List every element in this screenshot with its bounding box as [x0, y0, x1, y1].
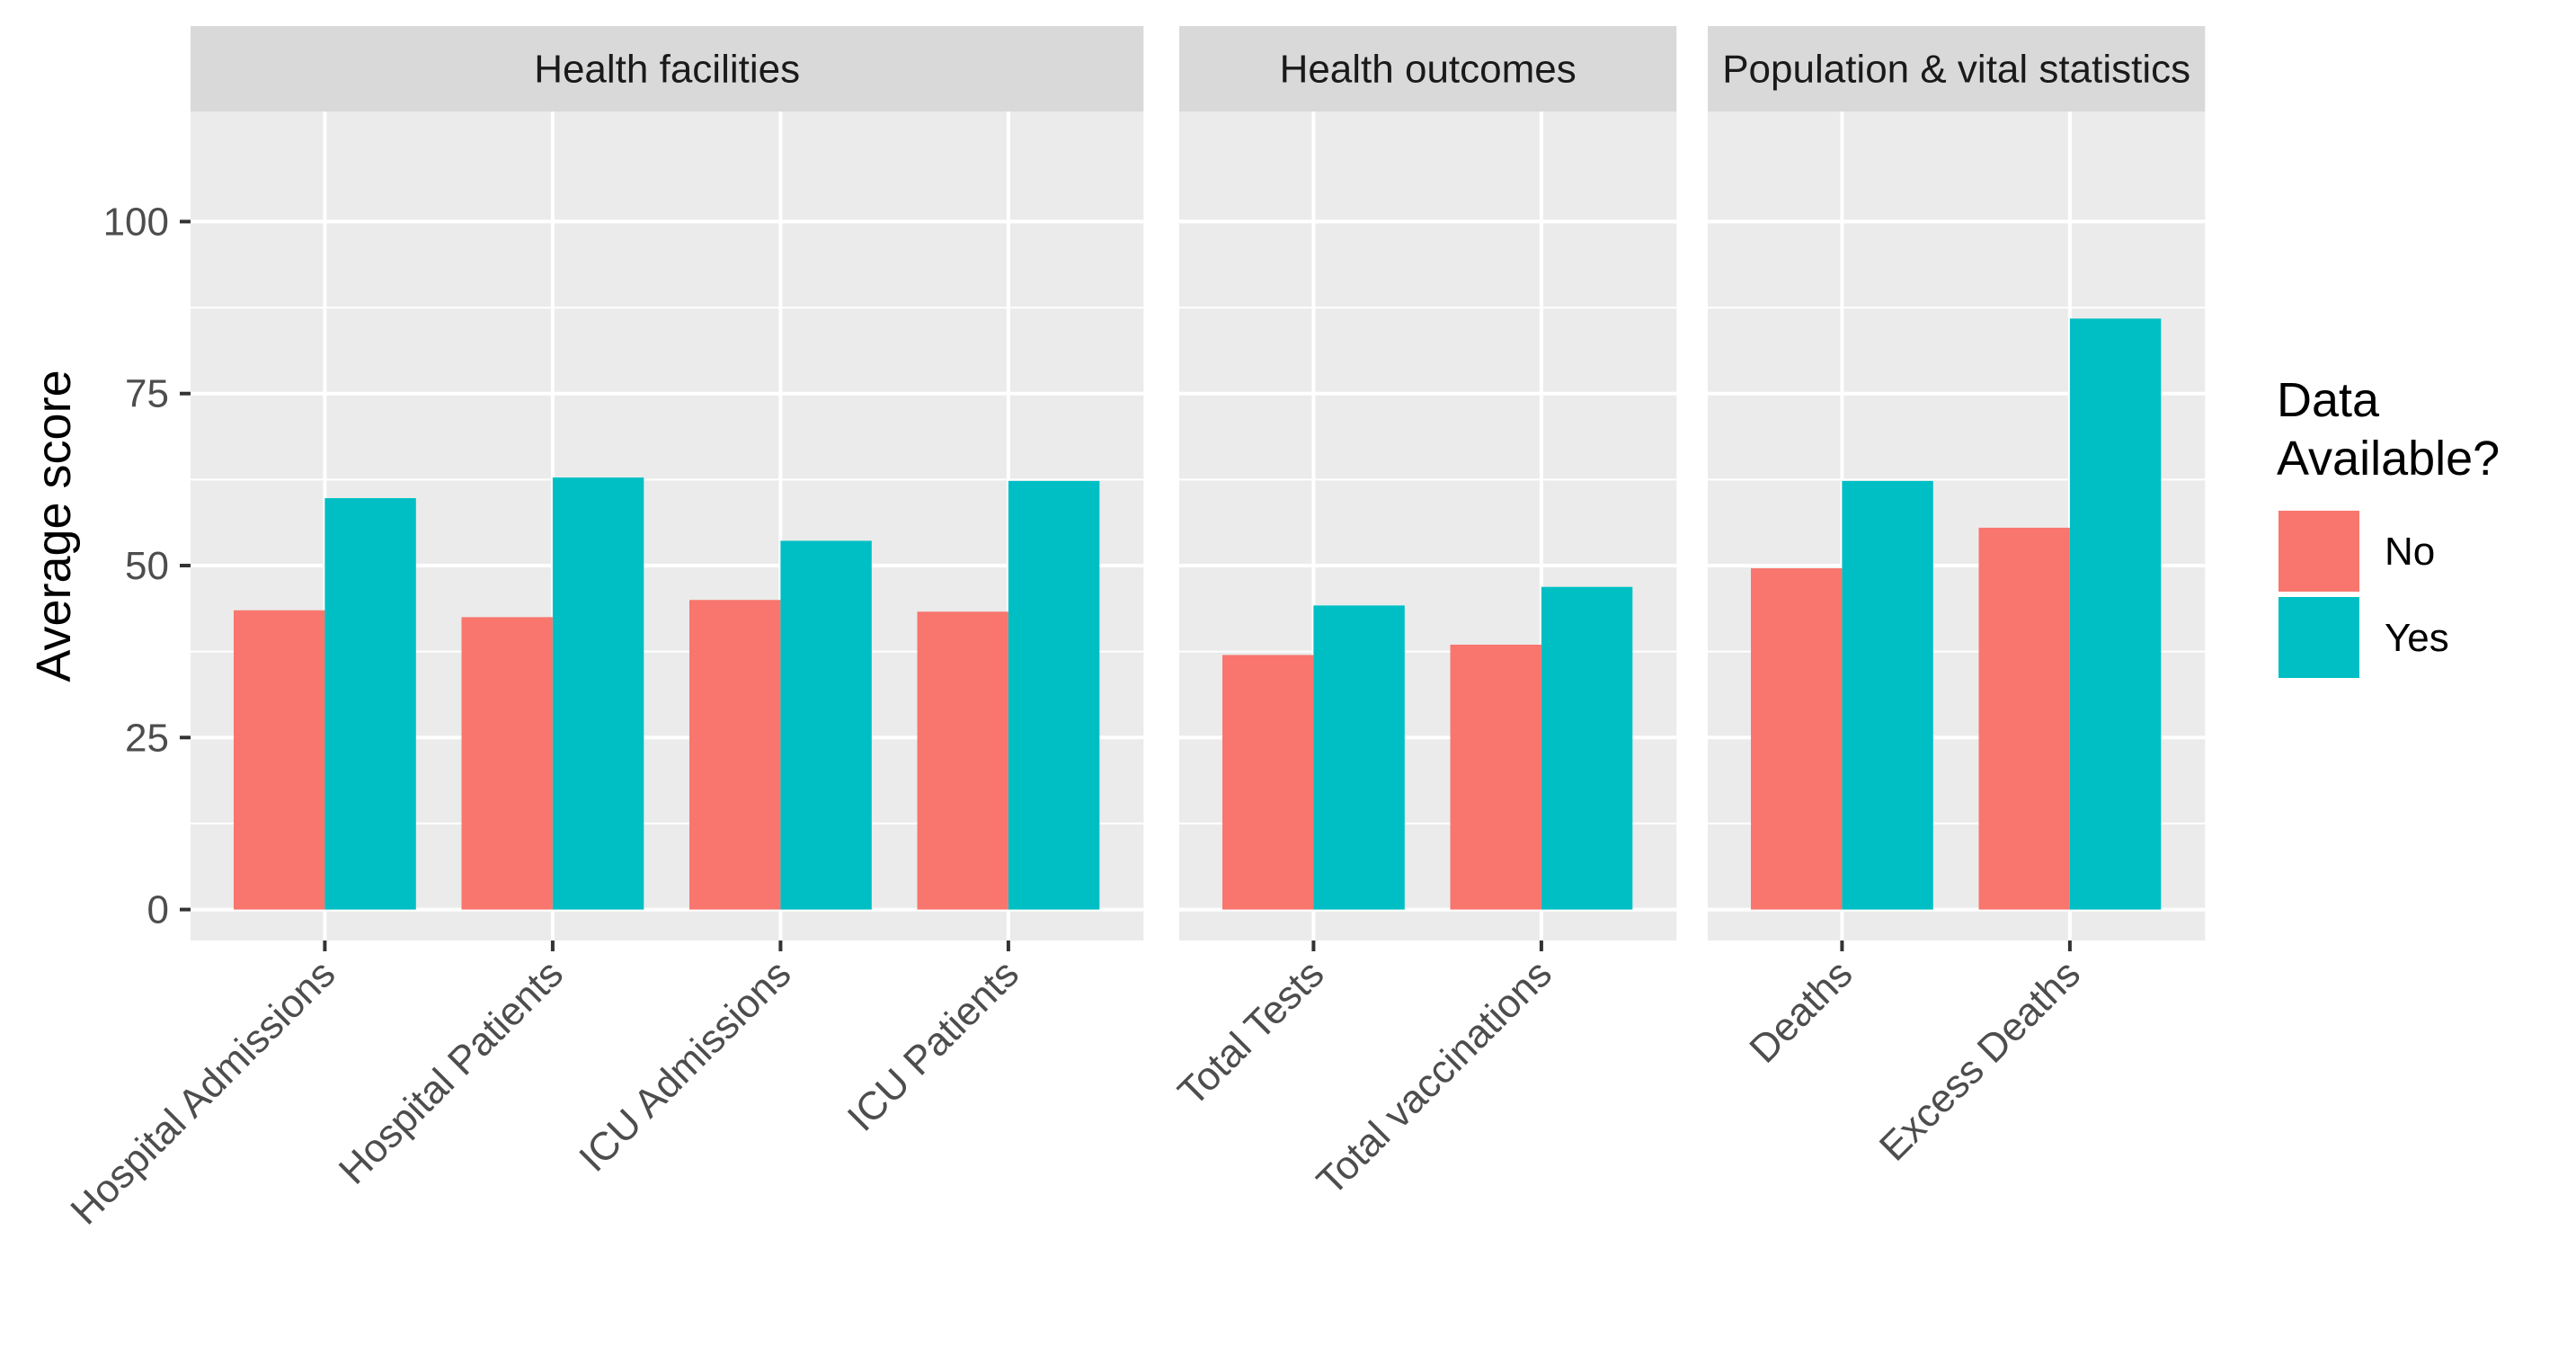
bar-icu-admissions-no	[689, 600, 781, 910]
y-tick-label: 100	[103, 200, 169, 244]
facet-panel-health-facilities: Health facilities Hospital AdmissionsHosp…	[62, 26, 1144, 1233]
x-tick-label: Total vaccinations	[1309, 951, 1560, 1203]
legend-label-no: No	[2385, 530, 2435, 574]
bar-hospital-patients-no	[461, 617, 553, 910]
bar-hospital-admissions-yes	[324, 498, 416, 910]
x-tick-label: Hospital Admissions	[62, 951, 343, 1233]
x-tick-label: Total Tests	[1169, 951, 1332, 1114]
y-axis: 0 25 50 75 100	[103, 200, 191, 932]
bar-total-tests-yes	[1313, 605, 1405, 910]
bar-hospital-patients-yes	[552, 477, 644, 910]
bar-icu-admissions-yes	[780, 540, 872, 910]
legend-title: Data	[2277, 373, 2380, 427]
facet-title: Population & vital statistics	[1722, 48, 2190, 92]
bar-excess-deaths-no	[1978, 527, 2070, 910]
bar-deaths-no	[1751, 568, 1843, 910]
bar-icu-patients-no	[917, 611, 1008, 910]
bar-total-vaccinations-yes	[1541, 586, 1633, 910]
facet-panel-population-vital-statistics: Population & vital statistics Deaths Exces…	[1708, 26, 2206, 1170]
x-tick-label: ICU Patients	[839, 951, 1027, 1139]
y-tick-label: 50	[125, 544, 169, 588]
x-tick-label: ICU Admissions	[571, 951, 799, 1180]
bar-total-vaccinations-no	[1450, 644, 1541, 910]
x-tick-label: Hospital Patients	[331, 951, 572, 1192]
facet-title: Health facilities	[534, 48, 800, 92]
legend-title: Available?	[2277, 432, 2500, 486]
x-tick-label: Deaths	[1741, 951, 1861, 1071]
legend-swatch-yes	[2278, 597, 2359, 678]
y-tick-label: 0	[147, 888, 169, 932]
y-axis-title-group: Average score	[27, 370, 81, 682]
facet-strip-health-facilities	[191, 26, 1144, 111]
y-axis-title: Average score	[27, 370, 81, 682]
bar-icu-patients-yes	[1008, 480, 1100, 910]
facet-title: Health outcomes	[1280, 48, 1577, 92]
y-tick-label: 75	[125, 372, 169, 416]
x-tick-label: Excess Deaths	[1871, 951, 2089, 1169]
bar-excess-deaths-yes	[2069, 318, 2162, 910]
facet-strip-health-outcomes	[1179, 26, 1677, 111]
bar-deaths-yes	[1842, 480, 1933, 910]
facet-panels: Health facilities Hospital AdmissionsHosp…	[62, 26, 2206, 1233]
legend-swatch-no	[2278, 511, 2359, 592]
bar-total-tests-no	[1222, 655, 1314, 910]
y-tick-label: 25	[125, 716, 169, 760]
legend-label-yes: Yes	[2385, 616, 2449, 660]
bar-hospital-admissions-no	[234, 610, 325, 910]
facet-strip-population-vital-statistics	[1708, 26, 2206, 111]
